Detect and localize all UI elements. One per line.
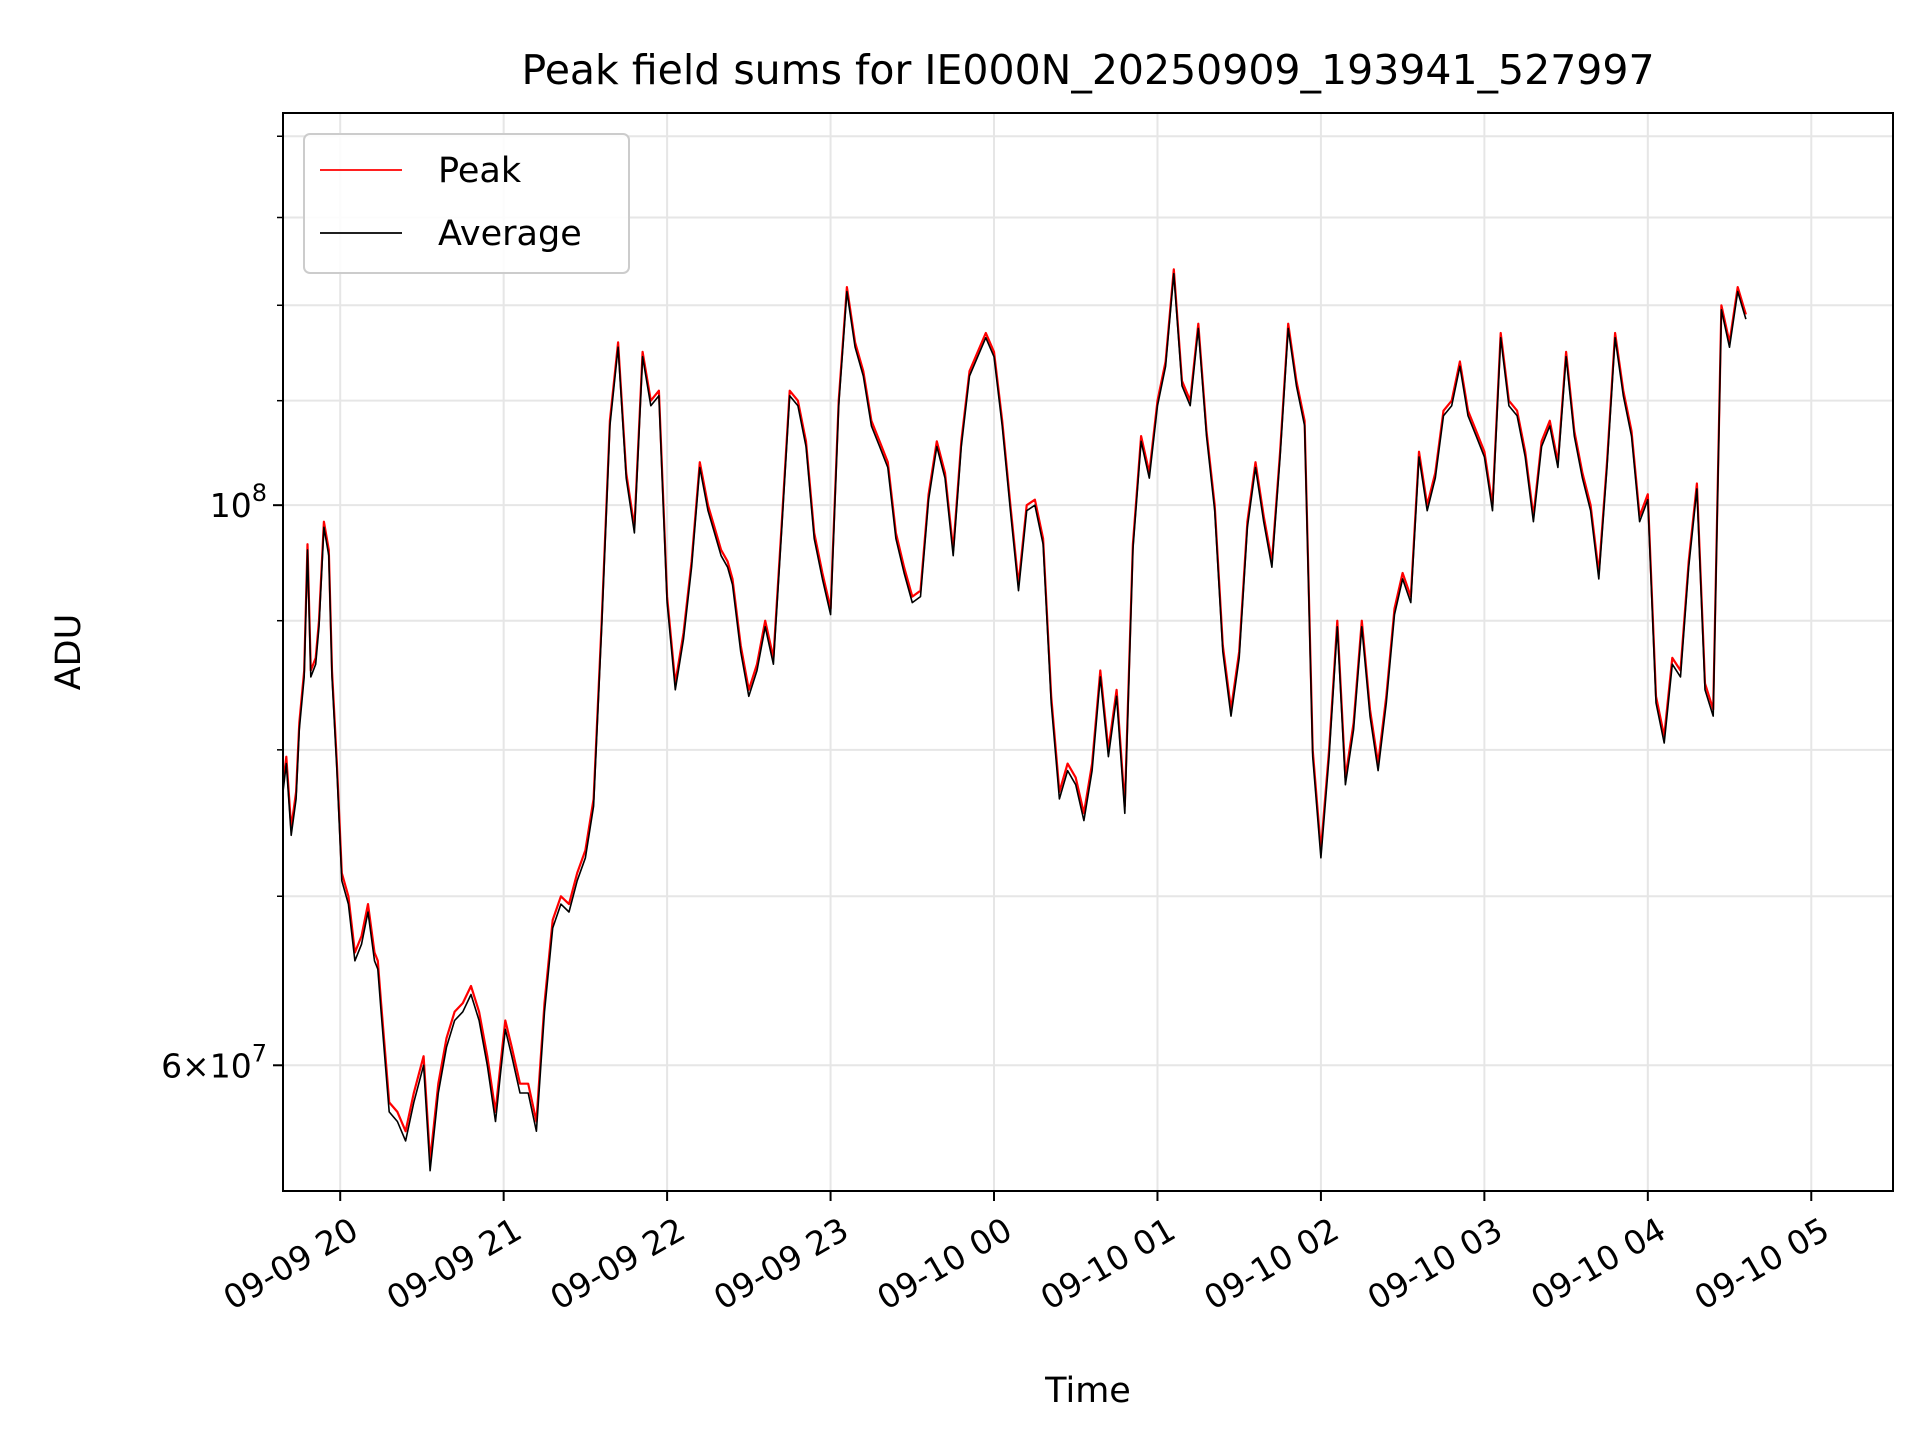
grid [283,113,1893,1191]
series-lines [283,268,1747,1172]
y-tick-label: 6×107 [161,1039,267,1085]
plot-frame [282,112,1894,1192]
y-tick-label: 108 [210,479,267,525]
legend: Peak Average [303,133,630,274]
series-line-average [283,272,1747,1172]
y-axis-label: ADU [49,614,89,691]
legend-box [303,133,630,274]
legend-label-peak: Peak [438,151,522,191]
chart-title: Peak field sums for IE000N_20250909_1939… [521,46,1654,94]
legend-label-average: Average [438,214,582,254]
x-axis-label: Time [1044,1371,1131,1411]
